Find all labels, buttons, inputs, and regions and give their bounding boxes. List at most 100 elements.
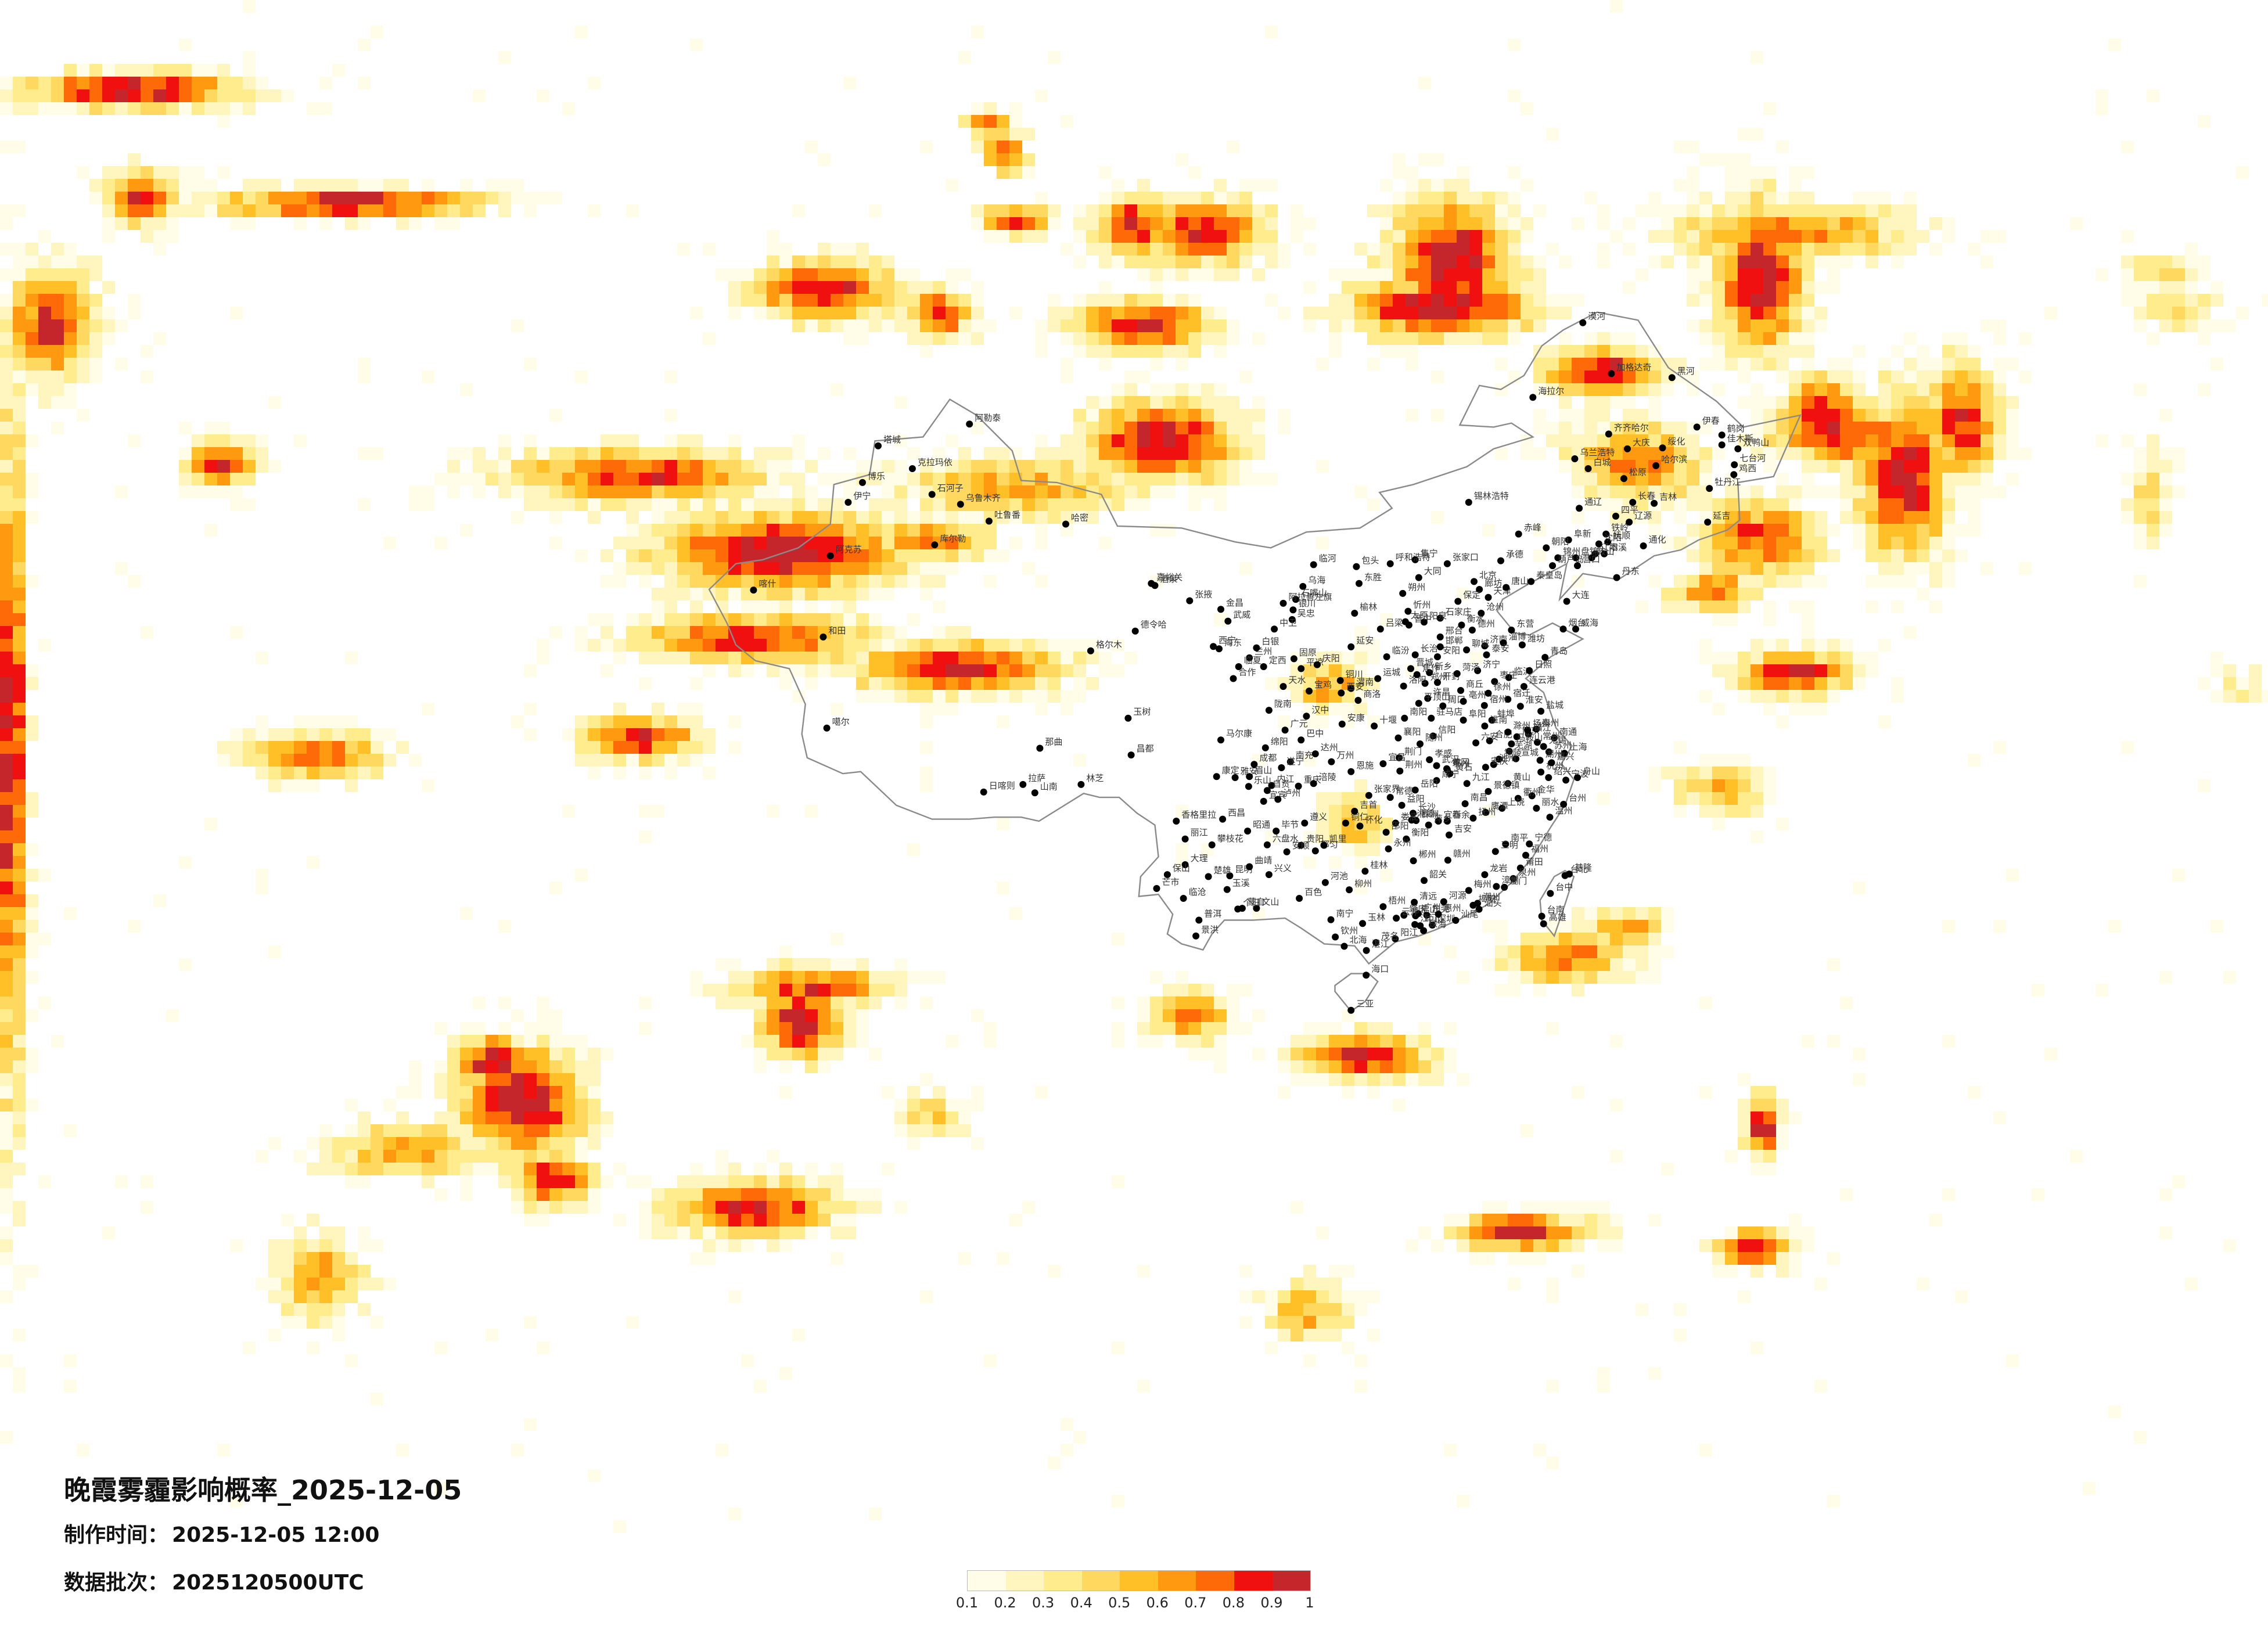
city-dot xyxy=(1396,754,1403,761)
city-label: 柳州 xyxy=(1354,878,1372,888)
city-dot xyxy=(1730,471,1738,479)
city-label: 万州 xyxy=(1336,750,1354,761)
city-label: 凯里 xyxy=(1329,834,1347,844)
city-dot xyxy=(1626,519,1633,526)
city-marker: 清远 xyxy=(1411,891,1437,906)
city-dot xyxy=(1281,726,1289,734)
city-marker: 大连 xyxy=(1563,590,1590,605)
city-marker: 宿州 xyxy=(1480,694,1507,709)
city-dot xyxy=(1503,584,1510,591)
city-marker: 通辽 xyxy=(1576,497,1602,512)
city-dot xyxy=(1490,761,1497,768)
city-label: 许昌 xyxy=(1433,687,1450,697)
city-label: 康定 xyxy=(1222,765,1239,775)
city-label: 永州 xyxy=(1394,837,1411,848)
city-label: 泰州 xyxy=(1541,718,1559,728)
city-marker: 镇江 xyxy=(1525,722,1551,738)
city-label: 常德 xyxy=(1396,786,1413,796)
city-marker: 长春 xyxy=(1629,491,1655,506)
legend-swatch-6 xyxy=(1158,1571,1196,1591)
city-marker: 林芝 xyxy=(1077,773,1104,788)
city-dot xyxy=(1501,883,1508,891)
city-marker: 本溪 xyxy=(1601,542,1627,557)
city-marker: 宜昌 xyxy=(1379,752,1406,768)
city-dot xyxy=(1613,574,1620,581)
city-label: 昭通 xyxy=(1253,819,1270,830)
city-label: 益阳 xyxy=(1407,794,1425,804)
city-label: 丽江 xyxy=(1191,828,1208,838)
city-marker: 阿克苏 xyxy=(826,544,862,560)
city-label: 承德 xyxy=(1506,549,1523,560)
legend-swatch-7 xyxy=(1196,1571,1234,1591)
city-marker: 南宁 xyxy=(1327,908,1354,923)
city-marker: 宿迁 xyxy=(1504,688,1530,703)
city-dot xyxy=(1534,739,1541,746)
city-marker: 衡水 xyxy=(1458,613,1485,629)
city-label: 包头 xyxy=(1361,555,1379,566)
city-marker: 兴义 xyxy=(1265,863,1292,879)
legend-tick-0.2: 0.2 xyxy=(994,1595,1016,1611)
city-dot xyxy=(1223,886,1231,893)
city-marker: 临沧 xyxy=(1180,887,1206,902)
city-label: 宿州 xyxy=(1490,694,1507,704)
city-marker: 乌鲁木齐 xyxy=(957,492,1001,508)
city-label: 黄冈 xyxy=(1452,757,1469,768)
city-label: 通辽 xyxy=(1584,497,1602,507)
city-dot xyxy=(1486,737,1493,744)
city-label: 信阳 xyxy=(1438,724,1455,735)
city-marker: 忻州 xyxy=(1404,600,1430,615)
city-dot xyxy=(1565,870,1573,878)
city-marker: 伊宁 xyxy=(844,491,871,506)
city-dot xyxy=(1401,714,1408,722)
city-dot xyxy=(966,420,973,428)
city-dot xyxy=(1457,687,1464,694)
city-dot xyxy=(1601,550,1608,557)
city-label: 晋中 xyxy=(1414,613,1432,624)
city-marker: 内江 xyxy=(1268,774,1295,789)
city-marker: 博乐 xyxy=(859,471,885,486)
city-marker: 抚州 xyxy=(1469,807,1496,822)
city-marker: 东营 xyxy=(1508,618,1534,634)
city-label: 西昌 xyxy=(1228,808,1245,818)
city-label: 清远 xyxy=(1419,891,1437,901)
city-dot xyxy=(1504,728,1512,736)
city-label: 东胜 xyxy=(1364,572,1382,582)
city-marker: 蚌埠 xyxy=(1488,708,1515,724)
city-label: 兴义 xyxy=(1274,863,1292,873)
city-dot xyxy=(1338,689,1345,697)
city-label: 苏州 xyxy=(1554,740,1572,751)
city-marker: 日喀则 xyxy=(980,780,1015,796)
city-marker: 襄阳 xyxy=(1394,726,1421,742)
city-dot xyxy=(1481,642,1489,650)
city-marker: 龙岩 xyxy=(1481,863,1507,879)
city-dot xyxy=(1608,370,1615,377)
city-dot xyxy=(1444,857,1451,864)
city-label: 阳江 xyxy=(1400,927,1418,938)
city-label: 洛阳 xyxy=(1409,675,1426,685)
city-marker: 衡阳 xyxy=(1403,828,1429,843)
city-marker: 乌兰浩特 xyxy=(1571,447,1615,462)
city-dot xyxy=(1217,736,1224,744)
city-marker: 遂宁 xyxy=(1278,756,1304,771)
city-label: 景洪 xyxy=(1201,924,1219,935)
legend-tick-0.3: 0.3 xyxy=(1032,1595,1055,1611)
legend-tick-0.5: 0.5 xyxy=(1108,1595,1131,1611)
city-dot xyxy=(1513,733,1521,740)
city-label: 临夏 xyxy=(1244,655,1261,665)
city-label: 海东 xyxy=(1224,637,1242,647)
city-marker: 齐齐哈尔 xyxy=(1605,422,1649,438)
city-label: 新乡 xyxy=(1435,661,1452,671)
city-label: 九江 xyxy=(1472,772,1490,782)
city-label: 喀什 xyxy=(759,578,776,589)
city-marker: 铜川 xyxy=(1336,669,1363,684)
city-marker: 合作 xyxy=(1230,667,1256,682)
city-label: 衡阳 xyxy=(1411,828,1429,838)
city-marker: 康定 xyxy=(1213,765,1239,780)
city-label: 衢州 xyxy=(1523,787,1541,797)
city-dot xyxy=(1244,828,1252,835)
city-marker: 朔州 xyxy=(1399,582,1425,597)
city-dot xyxy=(1515,530,1522,538)
city-label: 福州 xyxy=(1531,844,1548,854)
city-label: 曲靖 xyxy=(1255,855,1272,866)
city-marker: 库尔勒 xyxy=(931,533,966,549)
